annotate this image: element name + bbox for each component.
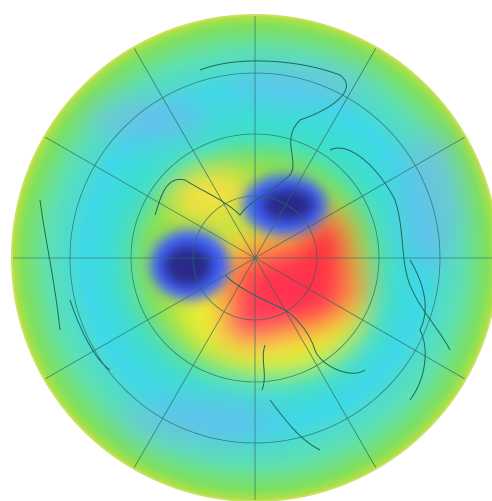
polar-map bbox=[0, 0, 492, 501]
blue-patch bbox=[230, 67, 370, 103]
yellow-region bbox=[170, 167, 250, 223]
blue-patch bbox=[400, 130, 460, 270]
blue-patch bbox=[120, 398, 280, 442]
blue-core bbox=[260, 187, 316, 223]
blue-core bbox=[162, 244, 214, 288]
page bbox=[0, 0, 492, 501]
